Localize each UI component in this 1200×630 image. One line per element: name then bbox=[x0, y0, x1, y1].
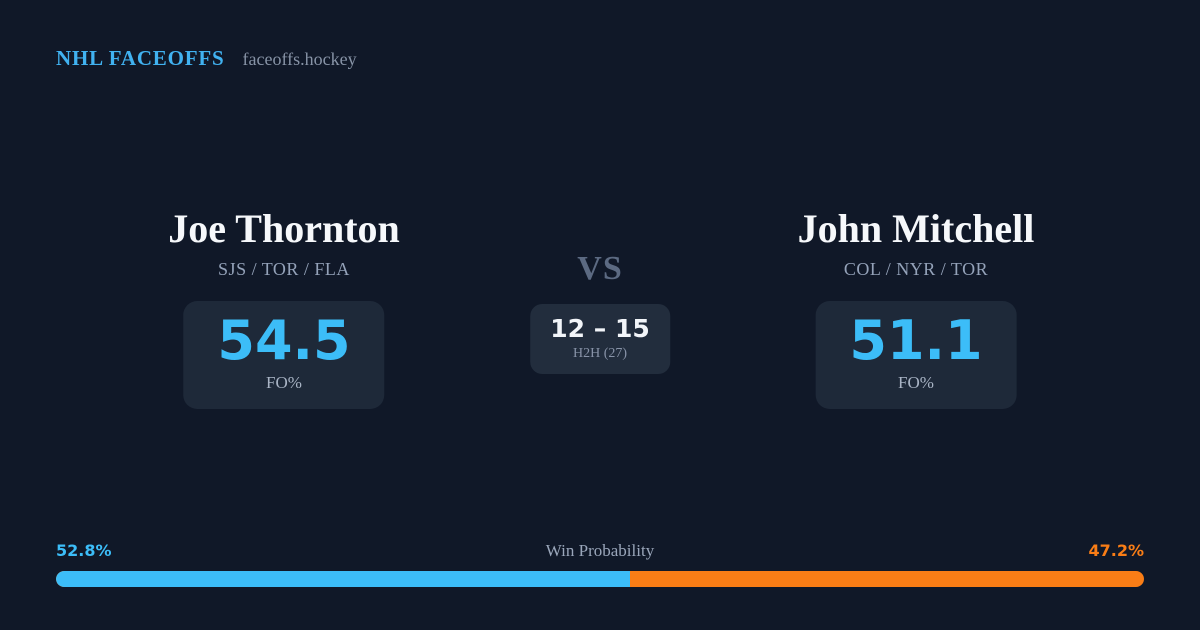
player-right-stat-card: 51.1 FO% bbox=[815, 301, 1017, 409]
win-probability-left-pct: 52.8% bbox=[56, 541, 112, 560]
player-right-column: John Mitchell COL / NYR / TOR 51.1 FO% bbox=[797, 206, 1035, 409]
brand-domain: faceoffs.hockey bbox=[242, 49, 357, 69]
header: NHL FACEOFFS faceoffs.hockey bbox=[56, 46, 357, 71]
player-right-stat-label: FO% bbox=[898, 373, 934, 392]
player-left-name: Joe Thornton bbox=[168, 206, 400, 251]
player-left-stat-value: 54.5 bbox=[217, 309, 351, 372]
win-probability-bar bbox=[56, 571, 1144, 587]
win-bar-fill bbox=[56, 571, 631, 587]
player-left-stat-label: FO% bbox=[266, 373, 302, 392]
center-column: VS 12 – 15 H2H (27) bbox=[530, 250, 670, 374]
h2h-score: 12 – 15 bbox=[550, 314, 650, 344]
player-right-teams: COL / NYR / TOR bbox=[843, 259, 989, 279]
player-left-teams: SJS / TOR / FLA bbox=[218, 259, 350, 279]
player-right-name: John Mitchell bbox=[797, 206, 1035, 251]
player-left-column: Joe Thornton SJS / TOR / FLA 54.5 FO% bbox=[168, 206, 400, 409]
win-probability-title: Win Probability bbox=[545, 541, 655, 560]
h2h-card: 12 – 15 H2H (27) bbox=[530, 304, 670, 374]
player-left-stat-card: 54.5 FO% bbox=[183, 301, 385, 409]
win-probability-right-pct: 47.2% bbox=[1088, 541, 1144, 560]
player-right-stat-value: 51.1 bbox=[849, 309, 983, 372]
win-probability-section: 52.8% Win Probability 47.2% bbox=[56, 541, 1144, 587]
win-probability-labels: 52.8% Win Probability 47.2% bbox=[56, 541, 1144, 561]
vs-label: VS bbox=[577, 250, 623, 287]
brand-title: NHL FACEOFFS bbox=[56, 46, 225, 70]
h2h-label: H2H (27) bbox=[572, 345, 628, 361]
